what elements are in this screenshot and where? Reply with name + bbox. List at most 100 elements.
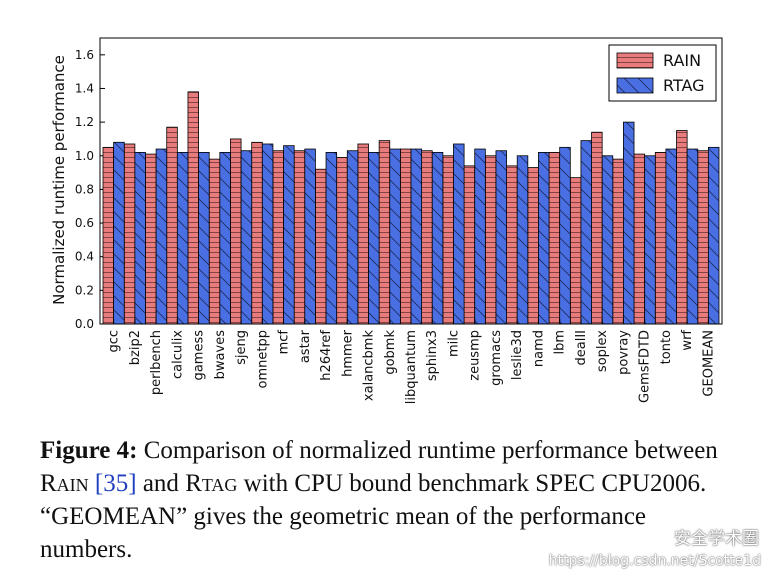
- bar-rtag-xalancbmk: [368, 151, 380, 325]
- x-tick-label: leslie3d: [510, 330, 525, 380]
- bar-rtag-leslie3d: [516, 155, 529, 325]
- bar-rtag-soplex: [601, 155, 614, 325]
- bar-rain-sphinx3: [421, 150, 433, 325]
- x-tick-label: sjeng: [234, 330, 249, 365]
- bar-rain-povray: [612, 158, 624, 325]
- x-tick-label: xalancbmk: [362, 330, 377, 402]
- x-tick-label: dealII: [574, 330, 589, 366]
- x-tick-label: lbm: [553, 330, 568, 355]
- y-tick-label: 0.4: [75, 250, 94, 264]
- caption-rain-name: Rain: [40, 470, 89, 497]
- bar-rtag-bzip2: [134, 151, 146, 325]
- x-tick-label: soplex: [595, 330, 610, 372]
- bar-rain-hmmer: [336, 157, 348, 325]
- bar-rain-gcc: [102, 146, 115, 325]
- bar-rtag-povray: [623, 121, 635, 325]
- x-tick-label: tonto: [659, 330, 674, 364]
- bar-rain-dealii: [569, 177, 582, 325]
- legend-label-rtag: RTAG: [663, 76, 705, 95]
- x-tick-label: astar: [298, 329, 313, 363]
- citation-link[interactable]: [35]: [94, 470, 137, 497]
- bar-rtag-calculix: [176, 151, 189, 325]
- url-watermark: https://blog.csdn.net/Scotte1d: [548, 553, 761, 569]
- x-tick-label: mcf: [277, 330, 292, 355]
- x-tick-label: povray: [616, 330, 631, 375]
- y-tick-label: 1.0: [75, 149, 94, 163]
- legend: RAIN RTAG: [608, 44, 717, 102]
- bar-rain-omnetpp: [251, 141, 263, 325]
- bar-rain-leslie3d: [506, 165, 518, 325]
- y-tick-label: 0.2: [75, 283, 94, 297]
- bar-rain-gamess: [187, 91, 199, 325]
- bar-rain-wrf: [676, 130, 688, 325]
- bar-rain-calculix: [166, 126, 178, 325]
- bar-rain-perlbench: [145, 153, 157, 325]
- y-tick-label: 1.6: [75, 48, 94, 62]
- y-tick-label: 0.0: [75, 317, 94, 331]
- bar-rain-mcf: [272, 150, 284, 325]
- x-tick-label: gobmk: [383, 330, 398, 375]
- x-tick-label: GEOMEAN: [701, 330, 716, 397]
- caption-text-1: Comparison of normalized runtime perform…: [137, 437, 718, 464]
- plot-frame: [99, 37, 723, 325]
- bar-rtag-astar: [304, 148, 316, 325]
- x-tick-label: calculix: [170, 330, 185, 379]
- x-tick-label: libquantum: [404, 330, 419, 404]
- bar-rtag-gcc: [113, 141, 125, 325]
- bar-rtag-perlbench: [155, 148, 168, 325]
- bar-rain-gobmk: [378, 140, 391, 325]
- caption-text-3: with CPU bound benchmark SPEC CPU2006. “…: [40, 470, 707, 563]
- y-tick-label: 1.4: [75, 81, 94, 95]
- bar-rtag-milc: [453, 143, 465, 325]
- bar-rtag-namd: [538, 151, 550, 325]
- bar-rain-sjeng: [230, 138, 242, 325]
- bar-rtag-h264ref: [325, 151, 338, 325]
- bar-rain-geomean: [697, 150, 709, 325]
- bar-rain-gromacs: [484, 155, 497, 325]
- bar-rain-libquantum: [399, 148, 412, 325]
- x-tick-label: bzip2: [128, 330, 143, 365]
- x-tick-label: gromacs: [489, 330, 504, 386]
- bar-rain-h264ref: [315, 168, 327, 325]
- bar-chart: Normalized runtime performance 0.0 0.2 0.4…: [50, 37, 723, 404]
- y-tick-label: 1.2: [75, 115, 94, 129]
- bar-rtag-dealii: [580, 140, 592, 325]
- x-tick-label: milc: [446, 330, 461, 357]
- caption-text-2: and: [136, 470, 186, 497]
- bar-rtag-mcf: [283, 145, 295, 325]
- bar-rain-xalancbmk: [357, 143, 369, 325]
- legend-label-rain: RAIN: [663, 51, 701, 70]
- bar-rtag-geomean: [707, 146, 720, 325]
- x-tick-label: bwaves: [213, 330, 228, 380]
- x-tick-label: perlbench: [149, 330, 164, 395]
- x-tick-label: wrf: [680, 330, 695, 351]
- bar-rtag-tonto: [665, 148, 677, 325]
- bar-rain-tonto: [654, 151, 667, 325]
- wechat-watermark: 安全学术圈: [674, 529, 759, 549]
- bar-rain-astar: [293, 150, 306, 325]
- bar-rain-namd: [527, 167, 539, 325]
- caption-rtag-name: Rtag: [185, 470, 238, 497]
- bar-rain-zeusmp: [463, 165, 476, 325]
- x-tick-label: zeusmp: [468, 330, 483, 381]
- legend-swatch-rtag: [616, 77, 654, 94]
- x-tick-label: gamess: [192, 330, 207, 381]
- bar-rain-milc: [442, 155, 454, 325]
- bar-rtag-lbm: [559, 146, 571, 325]
- bar-rtag-omnetpp: [261, 143, 274, 325]
- figure-label: Figure 4:: [40, 437, 138, 464]
- bar-rain-soplex: [591, 131, 603, 325]
- bar-rtag-wrf: [686, 148, 699, 325]
- bar-rain-lbm: [548, 151, 561, 325]
- bar-rain-bzip2: [123, 143, 136, 325]
- bar-rain-bwaves: [208, 158, 221, 325]
- y-tick-label: 0.6: [75, 216, 94, 230]
- bar-rtag-libquantum: [410, 148, 423, 325]
- bar-rtag-gemsfdtd: [644, 155, 656, 325]
- bar-rtag-gobmk: [389, 148, 401, 325]
- x-tick-label: omnetpp: [255, 330, 270, 388]
- x-tick-label: h264ref: [319, 330, 334, 381]
- y-axis-label: Normalized runtime performance: [50, 55, 68, 305]
- x-tick-label: hmmer: [340, 329, 355, 377]
- bar-rtag-gromacs: [495, 150, 507, 325]
